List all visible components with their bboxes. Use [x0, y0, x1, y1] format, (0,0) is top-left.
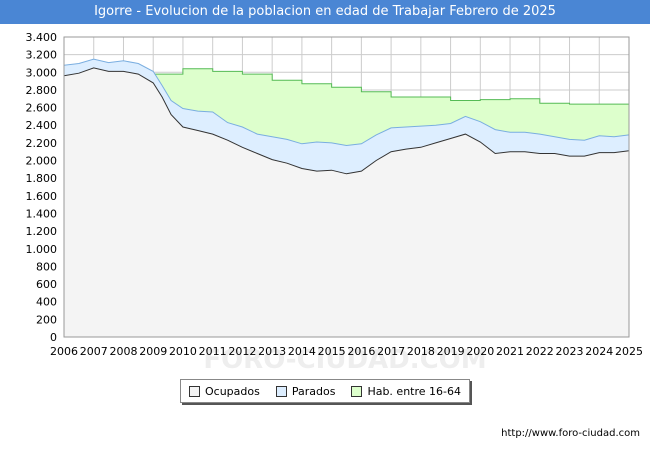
- y-tick-label: 3.000: [26, 66, 58, 79]
- legend-label-parados: Parados: [291, 384, 336, 398]
- y-tick-label: 2.400: [26, 119, 58, 132]
- y-tick-label: 1.600: [26, 190, 58, 203]
- y-tick-label: 2.800: [26, 84, 58, 97]
- x-tick-label: 2006: [50, 345, 78, 358]
- x-tick-label: 2019: [437, 345, 465, 358]
- legend-swatch-ocupados: [188, 385, 200, 397]
- legend-label-hab: Hab. entre 16-64: [367, 384, 461, 398]
- x-tick-label: 2011: [199, 345, 227, 358]
- x-tick-label: 2008: [109, 345, 137, 358]
- x-tick-label: 2024: [585, 345, 613, 358]
- x-tick-label: 2015: [318, 345, 346, 358]
- legend-item-hab: Hab. entre 16-64: [351, 385, 461, 398]
- legend-swatch-parados: [275, 385, 287, 397]
- x-tick-label: 2025: [615, 345, 643, 358]
- y-tick-label: 1.000: [26, 243, 58, 256]
- legend-swatch-hab: [351, 385, 363, 397]
- area-layer: [63, 58, 630, 338]
- legend: Ocupados Parados Hab. entre 16-64: [180, 379, 470, 403]
- y-tick-label: 800: [36, 260, 57, 273]
- y-tick-label: 1.400: [26, 207, 58, 220]
- legend-item-parados: Parados: [275, 384, 336, 398]
- legend-item-ocupados: Ocupados: [188, 384, 260, 398]
- y-tick-label: 1.800: [26, 172, 58, 185]
- x-tick-label: 2016: [347, 345, 375, 358]
- y-tick-label: 2.600: [26, 102, 58, 115]
- x-tick-label: 2023: [556, 345, 584, 358]
- x-tick-label: 2007: [80, 345, 108, 358]
- x-tick-label: 2012: [228, 345, 256, 358]
- series-line-parados: [63, 58, 630, 147]
- x-tick-label: 2014: [288, 345, 316, 358]
- y-tick-label: 200: [36, 313, 57, 326]
- x-tick-label: 2013: [258, 345, 286, 358]
- legend-label-ocupados: Ocupados: [204, 384, 260, 398]
- x-tick-label: 2009: [139, 345, 167, 358]
- y-tick-label: 3.400: [26, 31, 58, 44]
- y-tick-label: 3.200: [26, 49, 58, 62]
- series-area-ocupados: [64, 67, 629, 338]
- y-tick-label: 400: [36, 296, 57, 309]
- x-tick-label: 2021: [496, 345, 524, 358]
- plot-border: [63, 36, 630, 338]
- x-tick-label: 2022: [526, 345, 554, 358]
- x-tick-label: 2020: [466, 345, 494, 358]
- y-tick-label: 600: [36, 278, 57, 291]
- x-tick-label: 2018: [407, 345, 435, 358]
- source-link[interactable]: http://www.foro-ciudad.com: [501, 428, 640, 439]
- y-tick-label: 1.200: [26, 225, 58, 238]
- x-tick-label: 2010: [169, 345, 197, 358]
- x-tick-label: 2017: [377, 345, 405, 358]
- chart-title: Igorre - Evolucion de la poblacion en ed…: [0, 0, 650, 24]
- watermark-text: FORO-CIUDAD.COM: [203, 345, 486, 375]
- series-line-hab: [153, 68, 629, 105]
- y-tick-label: 2.200: [26, 137, 58, 150]
- y-tick-label: 2.000: [26, 155, 58, 168]
- y-tick-label: 0: [50, 331, 57, 344]
- series-line-ocupados: [63, 67, 630, 175]
- axis-layer: 2006 2007 2008 2009 2010 2011 2012 2013 2014 2015…: [26, 31, 644, 358]
